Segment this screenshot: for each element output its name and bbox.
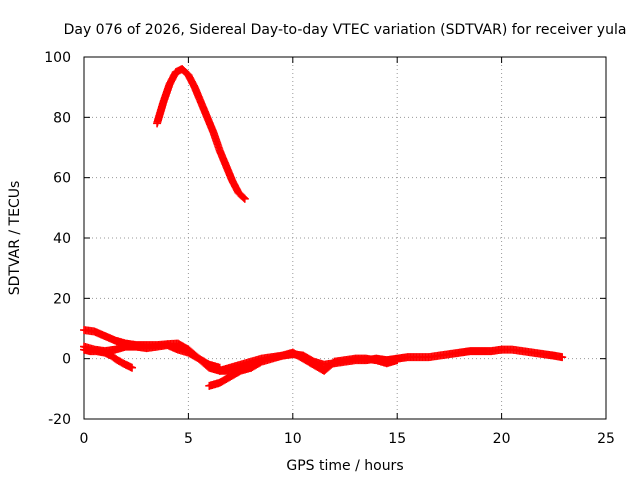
x-tick-label: 5 xyxy=(184,431,193,447)
x-tick-label: 15 xyxy=(388,431,406,447)
x-tick-label: 0 xyxy=(80,431,89,447)
y-tick-label: 0 xyxy=(62,352,71,368)
y-tick-labels: -20 0 20 40 60 80 100 xyxy=(44,50,71,428)
series-arc-c xyxy=(80,341,224,372)
series-arc-e xyxy=(215,348,402,375)
x-tick-label: 25 xyxy=(597,431,615,447)
x-tick-label: 20 xyxy=(493,431,511,447)
grid xyxy=(84,57,606,419)
y-tick-label: 80 xyxy=(53,110,71,126)
x-tick-label: 10 xyxy=(284,431,302,447)
chart-title: Day 076 of 2026, Sidereal Day-to-day VTE… xyxy=(64,22,627,38)
x-axis-label: GPS time / hours xyxy=(286,458,403,474)
data-point xyxy=(558,353,567,362)
data-point xyxy=(393,356,402,365)
y-tick-label: 100 xyxy=(44,50,71,66)
y-tick-label: -20 xyxy=(48,412,71,428)
y-tick-label: 60 xyxy=(53,171,71,187)
series-arc-b xyxy=(80,345,137,372)
data-point xyxy=(239,193,248,202)
series-arc-d xyxy=(205,345,567,390)
axis-ticks xyxy=(83,56,607,420)
x-tick-labels: 0 5 10 15 20 25 xyxy=(80,431,615,447)
series-arc-high xyxy=(153,65,249,203)
data-point xyxy=(128,363,137,372)
y-tick-label: 40 xyxy=(53,231,71,247)
y-tick-label: 20 xyxy=(53,291,71,307)
data-point xyxy=(240,194,249,203)
data-points xyxy=(80,65,567,390)
y-axis-label: SDTVAR / TECUs xyxy=(7,181,23,296)
